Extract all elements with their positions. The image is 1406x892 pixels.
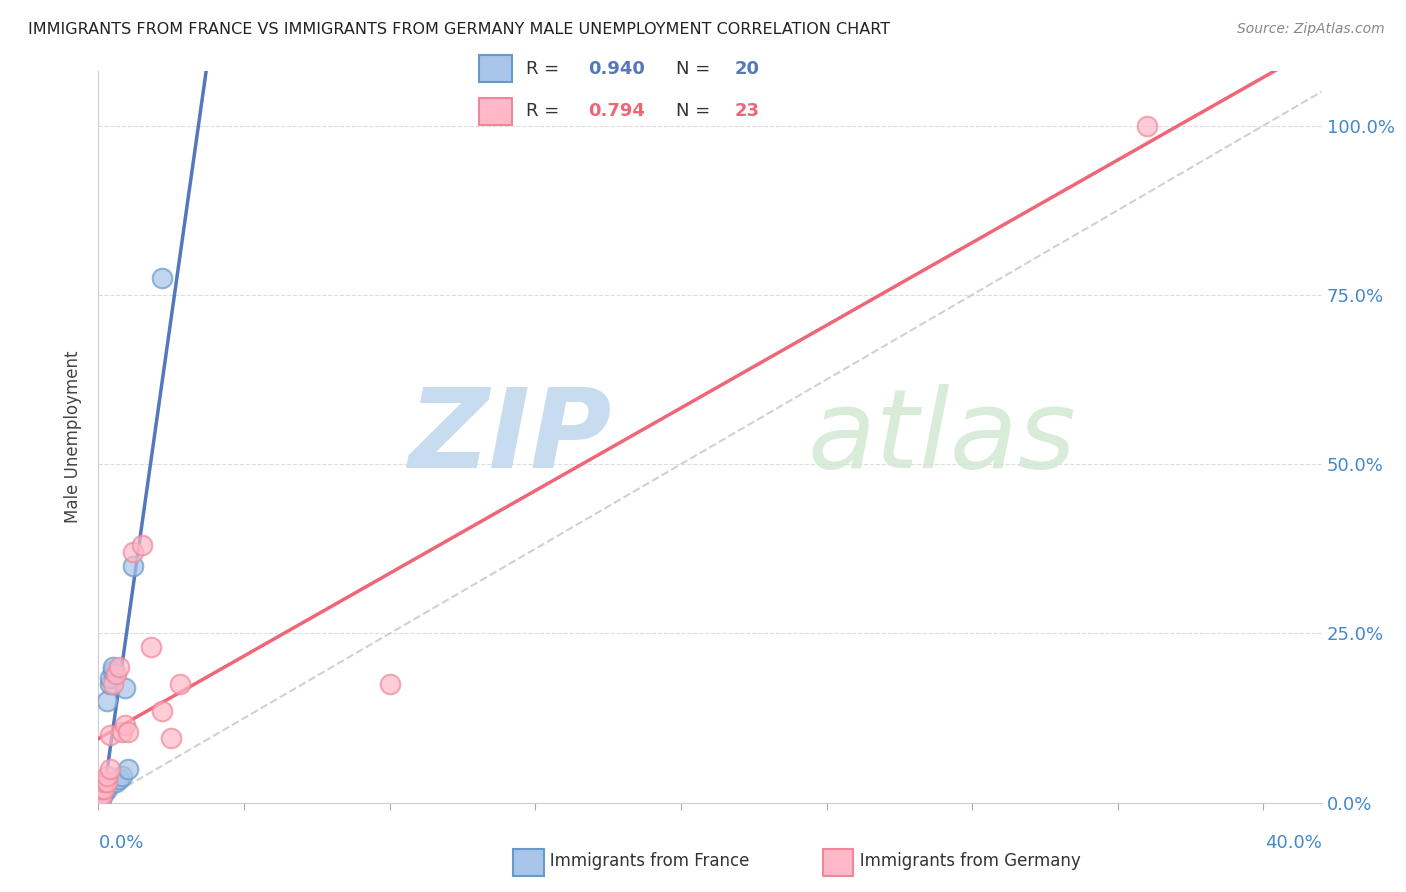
FancyBboxPatch shape [478,98,512,125]
Point [139,640,162,654]
Y-axis label: Male Unemployment: Male Unemployment [65,351,83,524]
Point [96,769,118,783]
Point [90,792,112,806]
Point [131,538,153,552]
Point [104,775,127,789]
Point [96,782,118,797]
Point [101,664,124,678]
Point [96,779,118,793]
Point [152,271,174,285]
Point [98,671,121,685]
Point [101,677,124,691]
Point [108,660,131,674]
Text: R =: R = [526,103,565,120]
Point [122,545,145,559]
Text: 40.0%: 40.0% [1265,834,1322,852]
Point [101,660,124,674]
Point [160,731,183,746]
Point [1136,119,1159,133]
Text: 20: 20 [734,60,759,78]
Text: ZIP: ZIP [409,384,612,491]
Point [111,724,134,739]
Text: IMMIGRANTS FROM FRANCE VS IMMIGRANTS FROM GERMANY MALE UNEMPLOYMENT CORRELATION : IMMIGRANTS FROM FRANCE VS IMMIGRANTS FRO… [28,22,890,37]
Point [90,789,112,803]
Point [169,677,191,691]
Text: atlas: atlas [808,384,1077,491]
Point [378,677,401,691]
Point [90,789,112,803]
Point [122,558,145,573]
Point [152,705,174,719]
Point [93,782,115,797]
Text: Immigrants from Germany: Immigrants from Germany [844,852,1080,870]
Point [98,677,121,691]
Text: N =: N = [676,103,716,120]
Point [90,782,112,797]
Point [114,681,136,695]
Point [93,786,115,800]
Text: N =: N = [676,60,716,78]
Point [93,779,115,793]
Text: Source: ZipAtlas.com: Source: ZipAtlas.com [1237,22,1385,37]
Point [96,694,118,708]
Point [90,792,112,806]
Text: 0.794: 0.794 [588,103,645,120]
Point [117,724,139,739]
FancyBboxPatch shape [478,55,512,82]
Text: 0.940: 0.940 [588,60,645,78]
Point [111,769,134,783]
Point [108,772,131,786]
Text: Immigrants from France: Immigrants from France [534,852,749,870]
Point [98,728,121,742]
Point [90,786,112,800]
Point [96,775,118,789]
Point [93,782,115,797]
Text: R =: R = [526,60,565,78]
Point [104,667,127,681]
Text: 23: 23 [734,103,759,120]
Point [93,775,115,789]
Text: 0.0%: 0.0% [98,834,143,852]
Point [117,762,139,776]
Point [98,762,121,776]
Point [114,718,136,732]
